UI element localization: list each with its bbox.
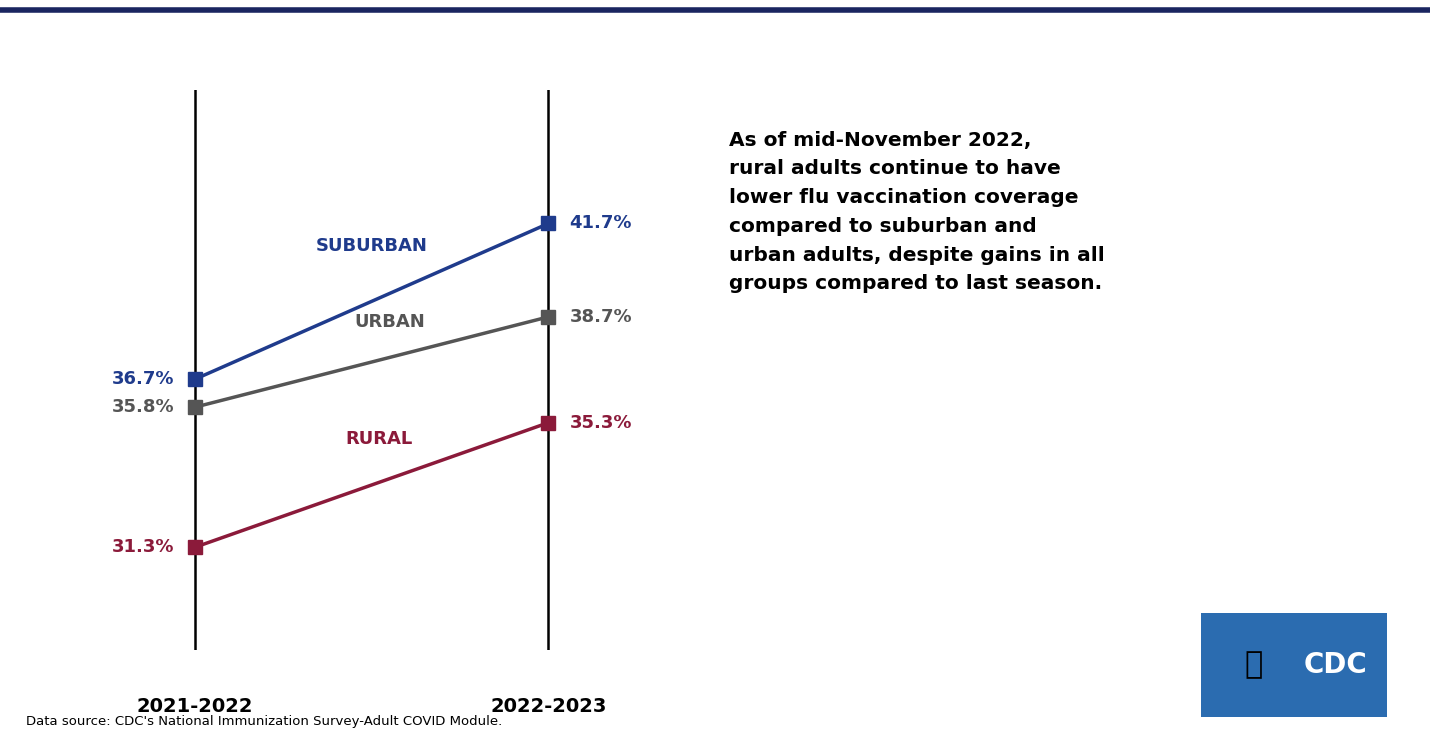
Text: SUBURBAN: SUBURBAN [316,237,428,255]
Text: RURAL: RURAL [345,430,412,447]
Text: 35.8%: 35.8% [112,398,174,416]
Text: URBAN: URBAN [355,313,425,331]
Text: 35.3%: 35.3% [569,414,632,432]
Text: 31.3%: 31.3% [112,538,174,557]
Text: 38.7%: 38.7% [569,308,632,326]
Text: CDC: CDC [1303,651,1367,679]
Text: 41.7%: 41.7% [569,214,632,232]
Text: As of mid-November 2022,
rural adults continue to have
lower flu vaccination cov: As of mid-November 2022, rural adults co… [729,131,1104,294]
Text: 2021-2022: 2021-2022 [137,696,253,716]
Text: in Adults 18 Years and Older: in Adults 18 Years and Older [26,43,824,77]
Text: 🦅: 🦅 [1244,651,1263,679]
FancyBboxPatch shape [1194,608,1394,722]
Text: 2022-2023: 2022-2023 [490,696,606,716]
Text: Data source: CDC's National Immunization Survey-Adult COVID Module.: Data source: CDC's National Immunization… [26,716,502,728]
Text: Flu Vaccination Coverage: Flu Vaccination Coverage [26,43,542,77]
Text: 36.7%: 36.7% [112,370,174,388]
